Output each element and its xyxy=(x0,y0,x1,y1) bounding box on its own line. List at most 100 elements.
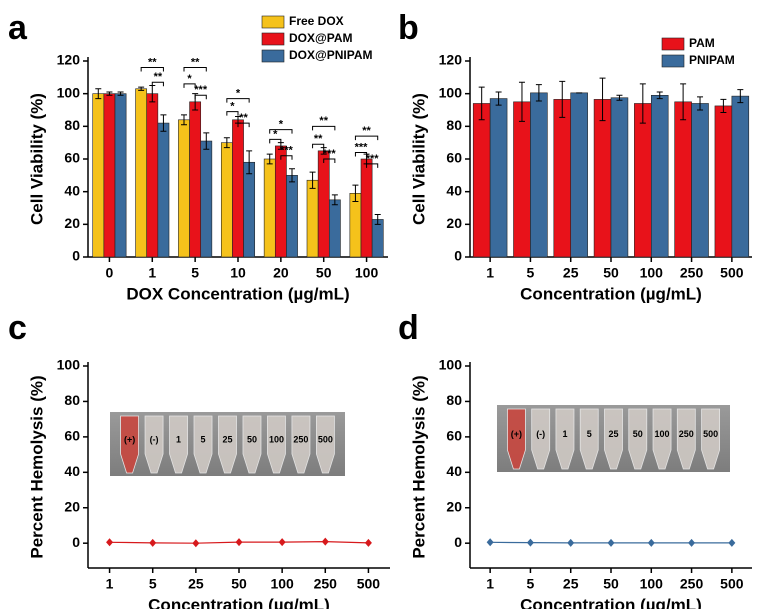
significance-label: * xyxy=(279,119,284,131)
y-axis-label: Cell Viability (%) xyxy=(409,93,428,225)
significance-label: *** xyxy=(280,145,294,157)
bar xyxy=(610,97,629,258)
error-bar xyxy=(203,132,210,150)
significance-label: ** xyxy=(154,71,163,83)
tube xyxy=(218,415,237,474)
bar xyxy=(146,93,159,258)
error-bar xyxy=(289,168,295,183)
tube xyxy=(531,408,551,470)
bar xyxy=(570,92,588,258)
bar xyxy=(489,98,508,258)
marker xyxy=(106,538,114,547)
inset-label: 500 xyxy=(318,434,333,444)
significance-label: ** xyxy=(191,56,200,68)
marker xyxy=(486,538,494,547)
y-tick-label: 60 xyxy=(446,150,462,166)
bar xyxy=(691,103,709,258)
bar xyxy=(317,150,330,258)
bar xyxy=(92,93,105,258)
inset-label: (-) xyxy=(536,429,545,439)
y-tick-label: 40 xyxy=(64,463,80,479)
x-tick-label: 10 xyxy=(230,265,246,281)
x-tick-label: 50 xyxy=(603,576,619,592)
bar xyxy=(263,158,276,258)
bar xyxy=(103,93,116,258)
significance-bracket xyxy=(151,81,164,87)
bar xyxy=(650,95,669,258)
x-tick-label: 50 xyxy=(316,265,332,281)
tube xyxy=(144,415,164,474)
bar xyxy=(714,105,733,258)
tube xyxy=(169,415,188,474)
significance-label: * xyxy=(230,101,235,113)
significance-bracket xyxy=(280,155,293,160)
x-axis-label: Concentration (µg/mL) xyxy=(148,595,330,609)
significance-label: *** xyxy=(194,84,208,96)
significance-label: *** xyxy=(366,153,380,165)
tube xyxy=(579,408,599,470)
bar xyxy=(220,142,233,258)
x-tick-label: 500 xyxy=(720,265,744,281)
error-bar xyxy=(599,77,606,122)
y-tick-label: 100 xyxy=(57,84,81,100)
tube xyxy=(652,408,672,470)
significance-label: *** xyxy=(323,148,337,160)
x-tick-label: 250 xyxy=(680,576,704,592)
significance-bracket xyxy=(183,83,196,88)
tube xyxy=(555,408,575,470)
y-tick-label: 0 xyxy=(454,534,462,550)
marker xyxy=(688,538,696,547)
y-tick-label: 40 xyxy=(64,182,80,198)
error-bar xyxy=(374,214,381,225)
x-tick-label: 5 xyxy=(149,576,157,592)
y-tick-label: 60 xyxy=(64,428,80,444)
significance-bracket xyxy=(269,138,282,144)
inset-label: 25 xyxy=(608,429,618,439)
significance-label: ** xyxy=(362,125,371,137)
significance-label: ** xyxy=(148,56,157,68)
marker xyxy=(278,538,286,547)
legend-label: PNIPAM xyxy=(689,53,735,67)
marker xyxy=(607,538,615,547)
y-tick-label: 20 xyxy=(64,215,80,231)
tube xyxy=(628,408,648,470)
y-tick-label: 0 xyxy=(72,248,80,264)
panel-label: b xyxy=(398,9,419,47)
significance-bracket xyxy=(140,67,164,72)
error-bar xyxy=(331,194,338,206)
significance-bracket xyxy=(194,94,207,100)
x-tick-label: 25 xyxy=(563,576,579,592)
panel-label: c xyxy=(8,309,27,347)
y-tick-label: 0 xyxy=(454,248,462,264)
x-tick-label: 5 xyxy=(527,265,535,281)
x-tick-label: 100 xyxy=(640,265,664,281)
x-axis-label: Concentration (µg/mL) xyxy=(520,284,702,303)
tube xyxy=(701,408,720,470)
marker xyxy=(364,538,372,547)
significance-bracket xyxy=(226,98,250,103)
bar xyxy=(243,161,256,258)
error-bar xyxy=(535,84,542,102)
y-tick-label: 100 xyxy=(439,84,463,100)
inset-label: 5 xyxy=(201,434,206,444)
error-bar xyxy=(656,91,663,100)
significance-bracket xyxy=(366,163,379,168)
tube xyxy=(291,415,311,474)
error-bar xyxy=(138,86,145,91)
inset-label: 50 xyxy=(247,434,257,444)
significance-bracket xyxy=(354,151,368,157)
bar xyxy=(674,101,692,258)
marker xyxy=(567,538,575,547)
error-bar xyxy=(309,171,316,189)
marker xyxy=(149,538,157,547)
error-bar xyxy=(737,89,744,104)
significance-bracket xyxy=(323,158,336,163)
y-tick-label: 60 xyxy=(446,428,462,444)
x-axis-label: Concentration (µg/mL) xyxy=(520,595,702,609)
x-tick-label: 20 xyxy=(273,265,289,281)
panel-label: d xyxy=(398,309,419,347)
error-bar xyxy=(680,83,687,121)
tube xyxy=(242,415,262,474)
x-tick-label: 250 xyxy=(314,576,338,592)
